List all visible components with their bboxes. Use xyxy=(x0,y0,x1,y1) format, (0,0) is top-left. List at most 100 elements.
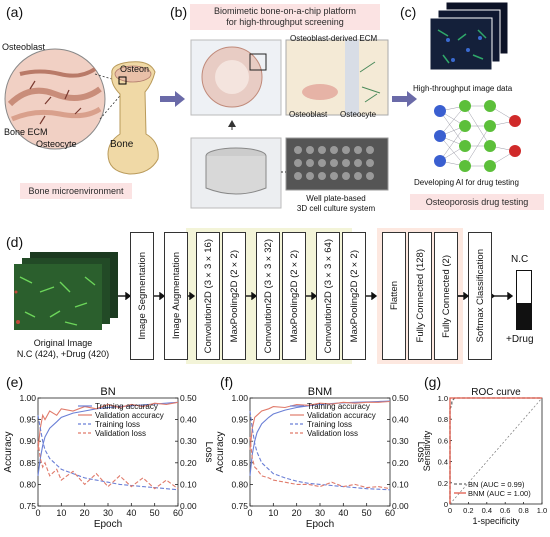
chart-bn: BN 0 10 20 30 40 50 60 0.75 0.80 0.85 0.90 0.95 1.00 0… xyxy=(3,386,214,530)
y2-tick-label: 0.40 xyxy=(180,415,197,425)
panel-g-label: (g) xyxy=(424,374,442,390)
y2-tick-label: 0.30 xyxy=(180,436,197,446)
legend-entry: Validation accuracy xyxy=(95,411,164,420)
y-axis-label: Accuracy xyxy=(215,431,226,472)
image-stack xyxy=(429,1,509,71)
x-tick-label: 10 xyxy=(56,508,66,518)
step-label: Convolution2D (3×3×16) xyxy=(202,238,214,354)
panel-b-title-line2: for high-throughput screening xyxy=(226,17,344,27)
label-osteoblast: Osteoblast xyxy=(2,42,46,52)
legend-entry: Validation loss xyxy=(307,429,358,438)
y-tick-label: 1.0 xyxy=(438,394,448,403)
y-tick-label: 0.90 xyxy=(19,436,36,446)
label-well-line2: 3D cell culture system xyxy=(296,204,376,213)
y2-tick-label: 0.50 xyxy=(180,393,197,403)
label-b-osteocyte: Osteocyte xyxy=(340,110,377,119)
series-line-1 xyxy=(249,400,391,450)
chart-title: ROC curve xyxy=(471,387,521,398)
step-label: Flatten xyxy=(388,281,400,311)
y-axis-label: Sensitivity xyxy=(422,430,432,471)
y2-axis-label: Loss xyxy=(415,441,426,462)
y2-tick-label: 0.10 xyxy=(392,479,409,489)
chip-illustration xyxy=(190,39,389,209)
step-label: Fully Connected (128) xyxy=(414,249,426,343)
y-tick-label: 0.85 xyxy=(231,458,248,468)
step-maxpool1: MaxPooling2D (2×2) xyxy=(222,232,246,360)
x-tick-label: 30 xyxy=(103,508,113,518)
panel-b-label: (b) xyxy=(170,4,188,20)
x-tick-label: 10 xyxy=(268,508,278,518)
y2-tick-label: 0.40 xyxy=(392,415,409,425)
x-tick-label: 0 xyxy=(35,508,40,518)
panel-b-title: Biomimetic bone-on-a-chip platform for h… xyxy=(190,4,380,30)
label-ai: Developing AI for drug testing xyxy=(414,178,519,187)
chance-diagonal xyxy=(449,397,543,505)
x-tick-label: 50 xyxy=(150,508,160,518)
legend-entry: Training accuracy xyxy=(307,402,370,411)
pipeline-arrows-2 xyxy=(458,292,514,300)
label-well: Well plate-based 3D cell culture system xyxy=(286,194,386,214)
panel-c-label: (c) xyxy=(400,4,417,20)
step-label: MaxPooling2D (2×2) xyxy=(228,249,240,343)
x-tick-label: 0 xyxy=(247,508,252,518)
output-bar-drug-fill xyxy=(517,303,531,329)
x-tick-label: 50 xyxy=(362,508,372,518)
chart-title: BN xyxy=(100,386,115,398)
legend-entry: Training loss xyxy=(307,420,352,429)
neural-network-icon xyxy=(434,100,521,172)
y2-tick-label: 0.30 xyxy=(392,436,409,446)
step-label: MaxPooling2D (2×2) xyxy=(288,249,300,343)
legend-entry: Training accuracy xyxy=(95,402,158,411)
y-tick-label: 0.90 xyxy=(231,436,248,446)
y-tick-label: 0.75 xyxy=(19,501,36,511)
caption-osteoporosis: Osteoporosis drug testing xyxy=(410,194,544,210)
x-axis-label: Epoch xyxy=(94,519,122,530)
arrow-a-b xyxy=(160,91,185,107)
step-flatten: Flatten xyxy=(382,232,406,360)
y2-tick-label: 0.10 xyxy=(180,479,197,489)
y2-tick-label: 0.00 xyxy=(392,501,409,511)
step-label: Image Segmentation xyxy=(136,252,148,340)
chart-bnm: BNM 0 10 20 30 40 50 60 0.75 0.80 0.85 0.90 0.95 1.00… xyxy=(215,386,426,530)
x-tick-label: 0.8 xyxy=(518,506,528,515)
y2-tick-label: 0.20 xyxy=(392,458,409,468)
x-tick-label: 0 xyxy=(448,506,452,515)
y-tick-label: 0.75 xyxy=(231,501,248,511)
step-conv2: Convolution2D (3×3×32) xyxy=(256,232,280,360)
step-maxpool2: MaxPooling2D (2×2) xyxy=(282,232,306,360)
panel-e-label: (e) xyxy=(6,374,24,390)
x-tick-label: 30 xyxy=(315,508,325,518)
x-tick-label: 1.0 xyxy=(537,506,547,515)
panel-a-label: (a) xyxy=(6,4,24,20)
y-tick-label: 0.6 xyxy=(438,436,448,445)
bone-illustration xyxy=(4,48,159,175)
y-tick-label: 0 xyxy=(444,500,448,509)
y2-tick-label: 0.50 xyxy=(392,393,409,403)
series-line-3 xyxy=(37,441,179,490)
x-tick-label: 40 xyxy=(338,508,348,518)
series-line-2 xyxy=(37,415,179,491)
label-well-line1: Well plate-based xyxy=(306,194,366,203)
series-line-0 xyxy=(249,400,391,476)
series-line-3 xyxy=(249,436,391,490)
step-conv3: Convolution2D (3×3×64) xyxy=(316,232,340,360)
series-line-1 xyxy=(37,401,179,450)
y2-tick-label: 0.20 xyxy=(180,458,197,468)
label-bone-ecm: Bone ECM xyxy=(4,127,48,137)
x-tick-label: 60 xyxy=(385,508,395,518)
x-axis-label: 1-specificity xyxy=(472,516,520,526)
label-bone: Bone xyxy=(110,139,134,150)
x-tick-label: 20 xyxy=(292,508,302,518)
output-nc-label: N.C xyxy=(511,254,529,265)
panel-b-title-line1: Biomimetic bone-on-a-chip platform xyxy=(213,6,357,16)
arrow-b-c xyxy=(392,91,417,107)
label-counts: N.C (424), +Drug (420) xyxy=(16,349,110,359)
step-label: Convolution2D (3×3×32) xyxy=(262,238,274,354)
step-image-segmentation: Image Segmentation xyxy=(130,232,154,360)
legend-entry: Validation loss xyxy=(95,429,146,438)
series-line-2 xyxy=(249,410,391,491)
x-axis-label: Epoch xyxy=(306,519,334,530)
step-label: Fully Connected (2) xyxy=(440,254,452,338)
roc-line-1 xyxy=(449,397,542,504)
x-tick-label: 0.4 xyxy=(482,506,492,515)
